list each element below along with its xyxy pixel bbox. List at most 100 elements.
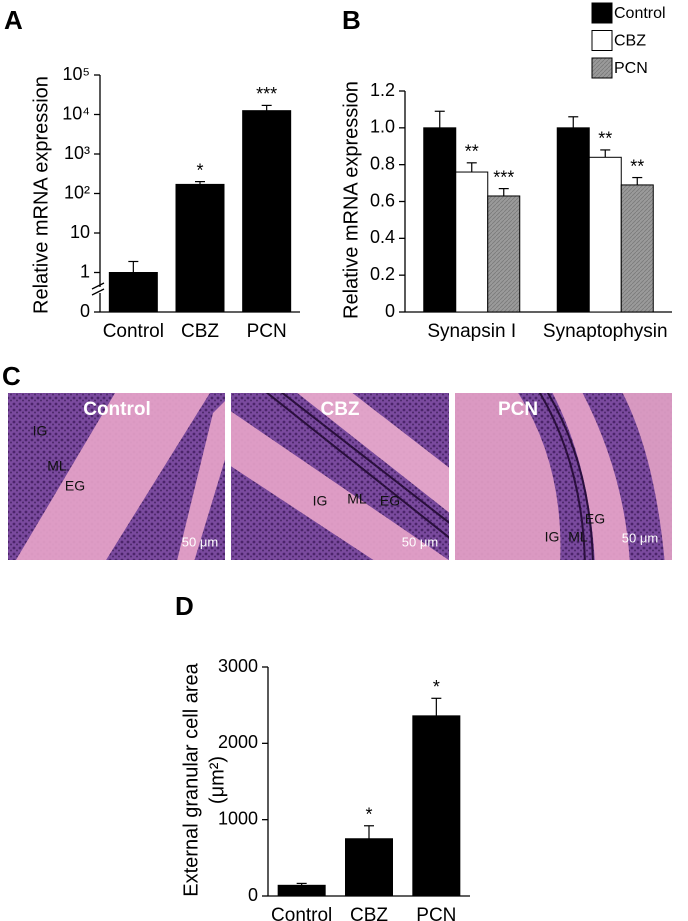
- scale-bar-label: 50 μm: [402, 534, 438, 549]
- axis-break: [91, 282, 105, 290]
- legend-swatch: [591, 2, 613, 24]
- error-bar: [128, 260, 139, 273]
- bar: [620, 184, 654, 313]
- layer-label: ML: [568, 529, 588, 545]
- y-tick-label: 0: [385, 301, 395, 321]
- bar: [423, 127, 457, 313]
- y-axis-label: External granular cell area: [180, 662, 202, 896]
- significance: *: [433, 677, 440, 697]
- tissue-layer: [552, 393, 630, 560]
- tissue-edge: [280, 393, 449, 524]
- layer-label: EG: [380, 493, 400, 509]
- y-tick-label: 0.6: [370, 190, 395, 210]
- error-bar: [261, 104, 272, 111]
- layer-label: EG: [585, 511, 605, 527]
- bar: [175, 183, 225, 313]
- micrograph-layers: [15, 393, 225, 560]
- layer-label: EG: [65, 478, 85, 494]
- y-tick-label: 10²: [64, 182, 90, 202]
- y-tick-label: 0: [80, 301, 90, 321]
- bar: [556, 127, 590, 313]
- tissue-layer: [622, 393, 672, 560]
- layer-label: ML: [47, 458, 67, 474]
- x-tick-label: Synaptophysin: [543, 321, 668, 342]
- tissue-edge: [538, 393, 586, 560]
- error-bar: [431, 697, 442, 716]
- y-axis-label: Relative mRNA expression: [30, 76, 52, 314]
- bar: [412, 715, 461, 897]
- y-tick-label: 0.2: [370, 264, 395, 284]
- bar: [345, 838, 393, 897]
- axis-break-gap: [94, 287, 106, 293]
- significance: *: [196, 160, 203, 180]
- y-tick-label: 10⁴: [62, 103, 90, 123]
- image-title: CBZ: [320, 399, 359, 420]
- tissue-edge: [265, 393, 449, 539]
- micrograph: [231, 393, 449, 560]
- tissue-edge: [546, 393, 594, 560]
- significance: **: [598, 129, 612, 149]
- significance: ***: [256, 84, 277, 104]
- x-tick-label: CBZ: [350, 905, 388, 921]
- tissue-layer: [177, 401, 225, 560]
- x-tick-label: PCN: [416, 905, 456, 921]
- image-title: Control: [83, 399, 151, 420]
- layer-label: IG: [33, 423, 48, 439]
- error-bar: [364, 825, 374, 839]
- bar: [588, 156, 622, 313]
- error-bar: [600, 149, 611, 158]
- panel-letter: C: [2, 361, 21, 391]
- y-tick-label: 1.2: [370, 80, 395, 100]
- panel-letter: A: [4, 5, 23, 35]
- significance: ***: [493, 167, 514, 187]
- scale-bar-label: 50 μm: [182, 534, 218, 549]
- micrograph: [455, 393, 672, 560]
- y-tick-label: 0.4: [370, 227, 395, 247]
- x-tick-label: Control: [103, 321, 164, 342]
- axis-break: [91, 288, 105, 296]
- x-tick-label: CBZ: [181, 321, 219, 342]
- legend-label: Control: [614, 5, 666, 22]
- legend-swatch: [591, 30, 613, 51]
- y-tick-label: 10⁵: [63, 64, 90, 84]
- tissue-layer: [455, 393, 561, 560]
- micrograph: [8, 393, 225, 560]
- significance: **: [465, 142, 479, 162]
- bar: [277, 884, 326, 897]
- y-tick-label: 10³: [64, 143, 90, 163]
- scale-bar-label: 50 μm: [622, 530, 658, 545]
- layer-label: IG: [545, 529, 560, 545]
- legend-swatch: [591, 57, 613, 79]
- x-tick-label: Synapsin I: [427, 321, 516, 342]
- y-tick-label: 0: [248, 885, 258, 905]
- image-title: PCN: [498, 399, 538, 420]
- y-tick-label: 1.0: [370, 117, 395, 137]
- x-tick-label: Control: [271, 905, 332, 921]
- tissue-layer: [15, 393, 210, 560]
- layer-label: IG: [313, 493, 328, 509]
- significance: *: [365, 805, 372, 825]
- error-bar: [632, 176, 643, 185]
- error-bar: [466, 162, 477, 173]
- error-bar: [434, 110, 445, 128]
- error-bar: [498, 188, 509, 196]
- y-tick-label: 3000: [218, 656, 258, 676]
- y-tick-label: 2000: [218, 732, 258, 752]
- bar: [487, 195, 521, 313]
- significance: **: [630, 156, 644, 176]
- bar: [108, 272, 158, 313]
- y-tick-label: 1000: [218, 808, 258, 828]
- bar: [242, 110, 292, 313]
- micrograph-layers: [455, 393, 672, 560]
- error-bar: [568, 116, 579, 128]
- error-bar: [195, 181, 205, 185]
- panel-letter: D: [175, 591, 194, 621]
- bar: [455, 171, 489, 313]
- layer-label: ML: [347, 491, 367, 507]
- legend-label: CBZ: [614, 33, 646, 50]
- x-tick-label: PCN: [247, 321, 287, 342]
- y-tick-label: 10: [70, 222, 90, 242]
- y-axis-label: (μm²): [206, 756, 228, 804]
- y-tick-label: 0.8: [370, 153, 395, 173]
